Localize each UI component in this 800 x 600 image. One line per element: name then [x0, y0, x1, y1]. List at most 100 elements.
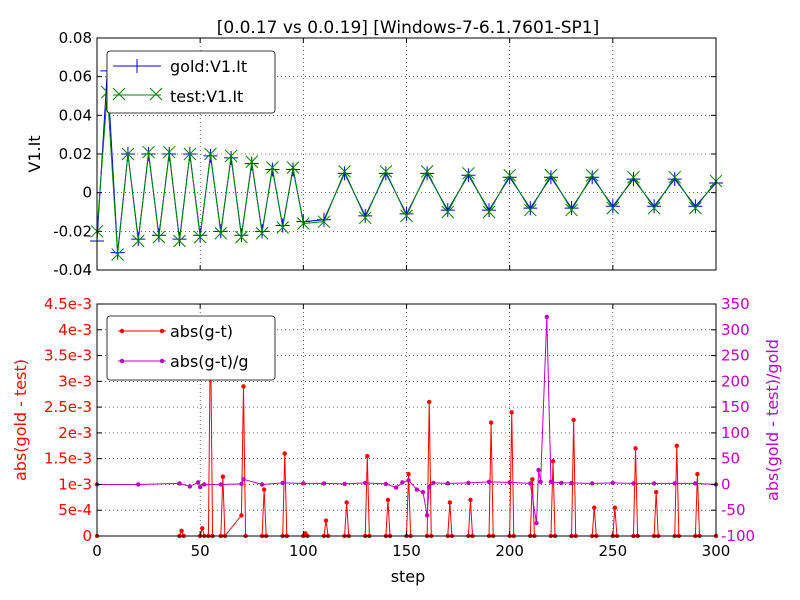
- legend-abs-label: abs(g-t): [170, 322, 233, 341]
- data-point: [193, 230, 207, 244]
- legend-abs-marker: [119, 328, 125, 334]
- figure-title: [0.0.17 vs 0.0.19] [Windows-7-6.1.7601-S…: [217, 18, 599, 38]
- data-point: [565, 203, 578, 217]
- data-point: [689, 201, 702, 215]
- y2-tick-label: 300: [721, 321, 750, 339]
- data-point: [420, 165, 434, 178]
- data-point: [528, 481, 533, 486]
- data-point: [466, 480, 471, 486]
- data-point: [590, 481, 595, 486]
- data-point: [393, 485, 399, 490]
- data-point: [316, 212, 331, 227]
- y2-tick-label: 50: [721, 450, 740, 468]
- data-point: [538, 479, 543, 485]
- data-point: [564, 201, 579, 216]
- bottom-chart: 0 50 100 150 200 250 300 0 5e-4 1e-3 1.5e-3 2e-3 2.…: [11, 295, 782, 586]
- data-point: [503, 168, 517, 182]
- data-point: [672, 481, 677, 486]
- data-point: [447, 500, 453, 505]
- data-point: [214, 226, 228, 240]
- data-point: [571, 417, 576, 423]
- data-point: [363, 480, 368, 486]
- y-tick-label: 2.5e-3: [44, 398, 92, 416]
- data-point: [173, 234, 186, 248]
- data-point: [420, 489, 426, 495]
- data-point: [468, 497, 473, 503]
- bottom-y-ticks: 0 5e-4 1e-3 1.5e-3 2e-3 2.5e-3 3e-3 3.5e-3 4e-3 4…: [44, 295, 102, 545]
- data-point: [688, 199, 703, 214]
- data-point: [606, 201, 620, 215]
- data-point: [261, 487, 267, 492]
- data-point: [342, 481, 347, 487]
- data-point: [461, 168, 476, 183]
- data-point: [482, 205, 496, 219]
- data-point: [200, 526, 205, 531]
- y2-tick-label: 150: [721, 398, 750, 416]
- data-point: [693, 481, 698, 486]
- data-point: [507, 480, 512, 485]
- data-point: [152, 230, 166, 244]
- data-point: [337, 166, 352, 181]
- data-point: [523, 203, 537, 217]
- data-point: [317, 215, 331, 229]
- top-x-ticks: [96, 38, 717, 270]
- x-tick-label: 250: [599, 542, 628, 560]
- data-point: [296, 217, 310, 230]
- data-point: [441, 205, 455, 219]
- data-point: [179, 528, 184, 534]
- x-tick-label: 150: [392, 542, 421, 560]
- top-gridlines: [97, 38, 716, 270]
- data-point: [338, 165, 351, 178]
- data-point: [647, 201, 661, 215]
- top-legend: gold:V1.It test:V1.It: [106, 50, 276, 114]
- rel-diff-series: [94, 314, 719, 526]
- data-point: [399, 206, 414, 221]
- data-point: [239, 481, 244, 487]
- data-point: [486, 479, 492, 485]
- data-point: [220, 474, 226, 479]
- y2-tick-label: -100: [721, 527, 755, 545]
- data-point: [218, 482, 223, 487]
- data-point: [543, 170, 558, 185]
- data-point: [426, 484, 432, 490]
- y-tick-label: -0.02: [53, 222, 92, 240]
- y-tick-label: 0: [82, 184, 92, 202]
- data-point: [365, 453, 370, 459]
- bottom-y-axis-label: abs(gold - test): [11, 359, 30, 481]
- bottom-x-ticks: 0 50 100 150 200 250 300: [92, 304, 730, 560]
- legend-abs-marker: [159, 328, 165, 334]
- data-point: [548, 479, 554, 485]
- data-point: [488, 420, 494, 425]
- data-point: [235, 230, 248, 244]
- data-point: [633, 446, 638, 451]
- data-point: [276, 221, 290, 234]
- data-point: [162, 145, 176, 159]
- y-tick-label: 1e-3: [58, 475, 92, 493]
- data-point: [142, 145, 155, 159]
- bottom-y2-ticks: -100 -50 0 50 100 150 200 250 300 350: [711, 295, 755, 545]
- data-point: [344, 500, 349, 505]
- y-tick-label: -0.04: [53, 261, 92, 279]
- top-y-axis-label: V1.It: [25, 135, 44, 172]
- data-point: [440, 203, 455, 218]
- data-point: [245, 155, 259, 169]
- x-tick-label: 0: [92, 542, 102, 560]
- data-point: [631, 481, 636, 486]
- data-point: [266, 161, 279, 174]
- data-point: [605, 199, 620, 214]
- data-point: [612, 505, 618, 510]
- y2-tick-label: 100: [721, 424, 750, 442]
- y-tick-label: 3.5e-3: [44, 347, 92, 365]
- x-tick-label: 100: [289, 542, 318, 560]
- legend-gold-marker: [130, 59, 144, 73]
- data-point: [445, 481, 450, 486]
- data-point: [383, 481, 389, 487]
- data-point: [241, 477, 246, 482]
- data-point: [241, 384, 246, 389]
- data-point: [674, 443, 679, 448]
- bottom-legend-box: [106, 315, 276, 381]
- data-point: [406, 478, 411, 483]
- y2-tick-label: -50: [721, 501, 746, 519]
- bottom-x-axis-label: step: [391, 567, 426, 586]
- y-tick-label: 2e-3: [58, 424, 92, 442]
